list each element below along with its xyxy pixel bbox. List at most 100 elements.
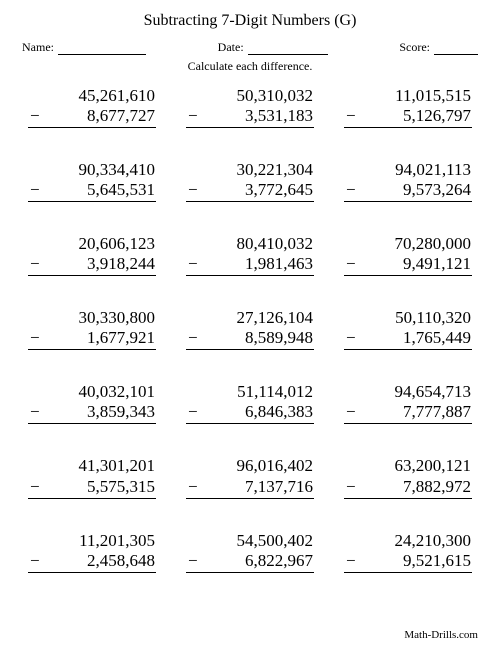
subtrahend-row: −8,589,948 (186, 328, 314, 350)
problem: 41,301,201−5,575,315 (28, 456, 156, 498)
minuend: 11,015,515 (344, 86, 472, 106)
subtrahend-row: − 5,645,531 (28, 180, 156, 202)
name-field: Name: (22, 40, 146, 55)
minuend: 30,330,800 (28, 308, 156, 328)
subtrahend: 7,137,716 (245, 477, 313, 496)
minuend: 27,126,104 (186, 308, 314, 328)
subtrahend: 9,573,264 (403, 180, 471, 199)
subtrahend: 5,126,797 (403, 106, 471, 125)
minuend: 40,032,101 (28, 382, 156, 402)
name-label: Name: (22, 40, 54, 55)
minuend: 45,261,610 (28, 86, 156, 106)
minus-sign: − (186, 106, 198, 126)
minus-sign: − (344, 180, 356, 200)
minuend: 41,301,201 (28, 456, 156, 476)
subtrahend-row: −6,822,967 (186, 551, 314, 573)
score-field: Score: (399, 40, 478, 55)
subtrahend-row: −5,575,315 (28, 477, 156, 499)
minus-sign: − (28, 402, 40, 422)
subtrahend: 8,677,727 (87, 106, 155, 125)
date-field: Date: (218, 40, 328, 55)
minuend: 51,114,012 (186, 382, 314, 402)
minus-sign: − (344, 254, 356, 274)
minuend: 30,221,304 (186, 160, 314, 180)
problem: 50,310,032− 3,531,183 (186, 86, 314, 128)
problem: 30,330,800− 1,677,921 (28, 308, 156, 350)
minus-sign: − (344, 328, 356, 348)
minuend: 90,334,410 (28, 160, 156, 180)
subtrahend: 3,859,343 (87, 402, 155, 421)
subtrahend-row: − 5,126,797 (344, 106, 472, 128)
subtrahend-row: − 7,137,716 (186, 477, 314, 499)
subtrahend: 1,677,921 (87, 328, 155, 347)
minus-sign: − (186, 551, 198, 571)
subtrahend: 3,531,183 (245, 106, 313, 125)
header-row: Name: Date: Score: (22, 40, 478, 55)
problem: 54,500,402−6,822,967 (186, 531, 314, 573)
minus-sign: − (28, 328, 40, 348)
footer-text: Math-Drills.com (404, 629, 478, 641)
problem: 94,654,713−7,777,887 (344, 382, 472, 424)
subtrahend: 1,981,463 (245, 254, 313, 273)
subtrahend-row: −3,772,645 (186, 180, 314, 202)
problem: 51,114,012− 6,846,383 (186, 382, 314, 424)
problem: 63,200,121− 7,882,972 (344, 456, 472, 498)
problem: 27,126,104−8,589,948 (186, 308, 314, 350)
problem: 20,606,123− 3,918,244 (28, 234, 156, 276)
subtrahend-row: − 8,677,727 (28, 106, 156, 128)
minus-sign: − (186, 402, 198, 422)
subtrahend: 7,882,972 (403, 477, 471, 496)
minus-sign: − (186, 477, 198, 497)
problem: 80,410,032−1,981,463 (186, 234, 314, 276)
minus-sign: − (344, 551, 356, 571)
subtrahend-row: −2,458,648 (28, 551, 156, 573)
subtrahend: 9,521,615 (403, 551, 471, 570)
minuend: 11,201,305 (28, 531, 156, 551)
subtrahend: 5,645,531 (87, 180, 155, 199)
problem: 11,015,515− 5,126,797 (344, 86, 472, 128)
minuend: 94,021,113 (344, 160, 472, 180)
subtrahend-row: − 1,981,463 (186, 254, 314, 276)
minus-sign: − (186, 254, 198, 274)
problem: 40,032,101− 3,859,343 (28, 382, 156, 424)
name-blank[interactable] (58, 42, 146, 55)
problem: 11,201,305−2,458,648 (28, 531, 156, 573)
subtrahend: 3,918,244 (87, 254, 155, 273)
minuend: 54,500,402 (186, 531, 314, 551)
subtrahend: 5,575,315 (87, 477, 155, 496)
subtrahend: 9,491,121 (403, 254, 471, 273)
problem: 96,016,402−7,137,716 (186, 456, 314, 498)
minuend: 20,606,123 (28, 234, 156, 254)
problem: 50,110,320− 1,765,449 (344, 308, 472, 350)
subtrahend-row: − 9,521,615 (344, 551, 472, 573)
minus-sign: − (28, 254, 40, 274)
subtrahend-row: − 6,846,383 (186, 402, 314, 424)
minus-sign: − (344, 402, 356, 422)
page-title: Subtracting 7-Digit Numbers (G) (22, 12, 478, 30)
subtrahend: 1,765,449 (403, 328, 471, 347)
minus-sign: − (28, 180, 40, 200)
subtrahend-row: − 7,882,972 (344, 477, 472, 499)
score-blank[interactable] (434, 42, 478, 55)
minus-sign: − (28, 551, 40, 571)
problem: 30,221,304−3,772,645 (186, 160, 314, 202)
minuend: 70,280,000 (344, 234, 472, 254)
minuend: 63,200,121 (344, 456, 472, 476)
date-label: Date: (218, 40, 244, 55)
subtrahend-row: − 9,573,264 (344, 180, 472, 202)
subtrahend-row: − 1,765,449 (344, 328, 472, 350)
subtrahend-row: − 3,918,244 (28, 254, 156, 276)
minuend: 50,110,320 (344, 308, 472, 328)
problem: 90,334,410− 5,645,531 (28, 160, 156, 202)
date-blank[interactable] (248, 42, 328, 55)
problem: 45,261,610− 8,677,727 (28, 86, 156, 128)
problem: 94,021,113− 9,573,264 (344, 160, 472, 202)
minus-sign: − (344, 477, 356, 497)
minus-sign: − (28, 106, 40, 126)
subtrahend: 7,777,887 (403, 402, 471, 421)
minuend: 24,210,300 (344, 531, 472, 551)
subtrahend-row: − 9,491,121 (344, 254, 472, 276)
minuend: 50,310,032 (186, 86, 314, 106)
subtrahend: 6,846,383 (245, 402, 313, 421)
minus-sign: − (344, 106, 356, 126)
